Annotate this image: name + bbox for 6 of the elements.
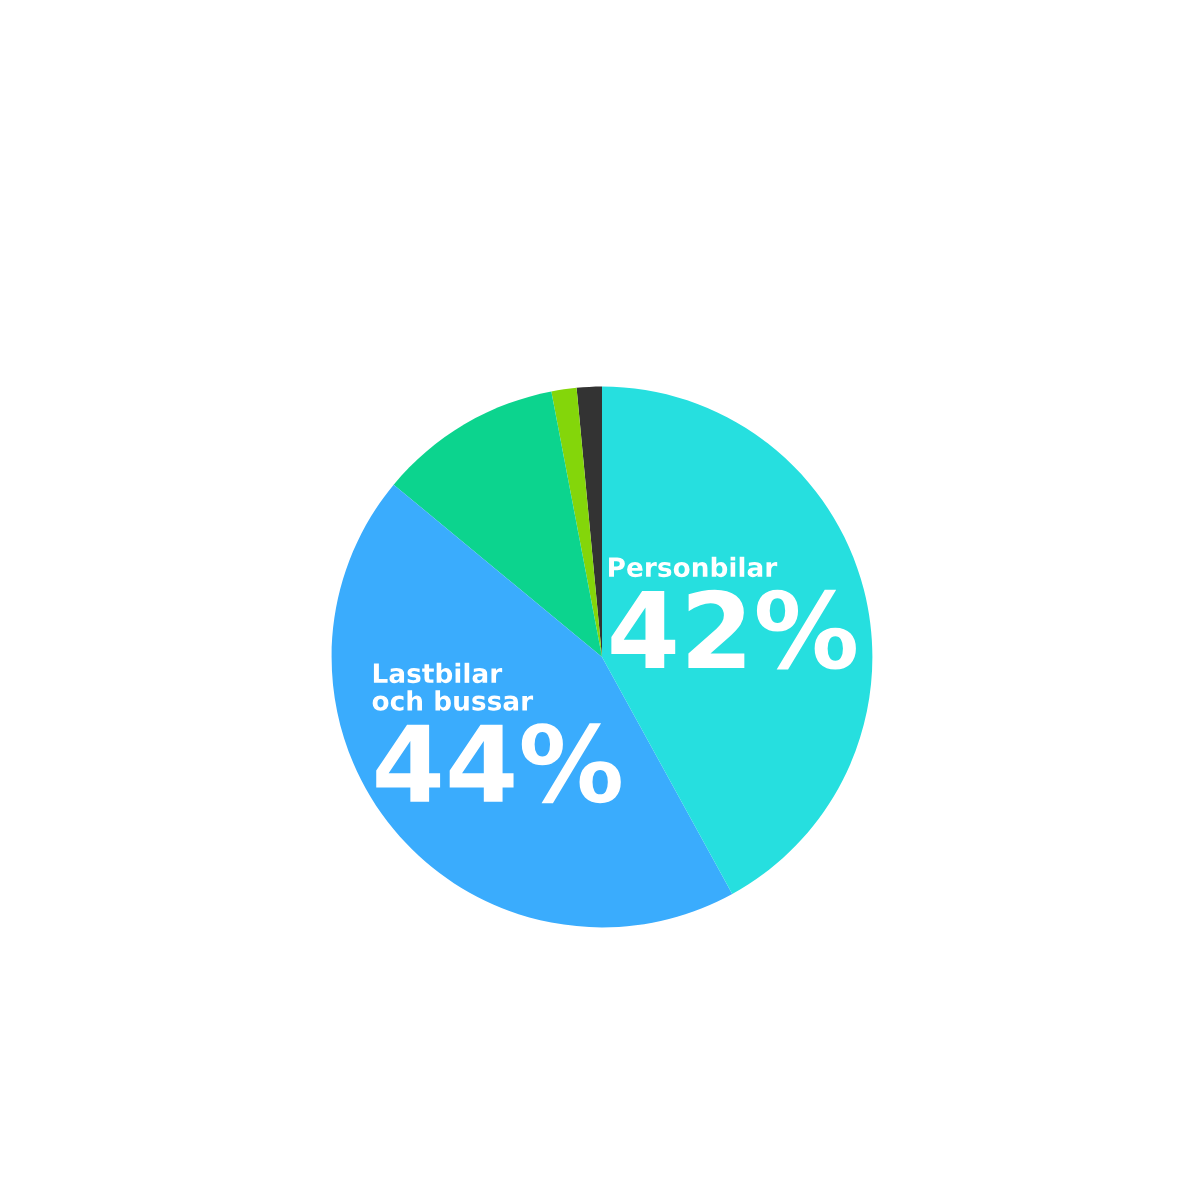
pie-slice (551, 387, 602, 657)
slice-label: Personbilar (609, 556, 778, 578)
data-label: 44% (376, 723, 621, 804)
pie-slice (393, 391, 602, 657)
slice-label: Lastbilar och bussar (372, 662, 534, 711)
data-label: 42% (611, 589, 856, 670)
